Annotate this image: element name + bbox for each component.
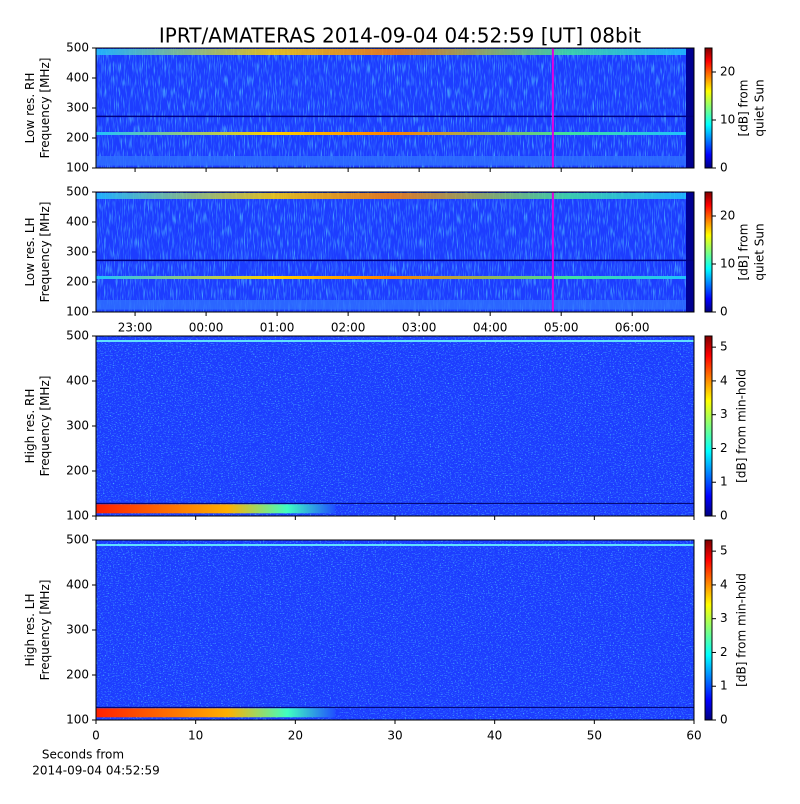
spectrogram-noise [96,336,694,516]
title: IPRT/AMATERAS 2014-09-04 04:52:59 [UT] 0… [159,24,641,48]
colorbar-label: [dB] from [737,224,751,281]
y-axis-label: Low res. RH [23,73,37,144]
dark-strip [686,192,694,312]
y-tick-label: 200 [66,131,89,145]
emission-band [96,49,686,55]
y-tick-label: 400 [66,71,89,85]
x-tick-label: 05:00 [544,321,579,335]
y-tick-label: 500 [66,185,89,199]
y-tick-label: 400 [66,374,89,388]
y-tick-label: 200 [66,668,89,682]
x-tick-label: 30 [387,729,402,743]
emission-band [96,193,686,199]
x-tick-label: 40 [487,729,502,743]
low-band [96,300,686,310]
colorbar [704,539,713,721]
dark-strip [686,48,694,168]
colorbar-label: [dB] from min-hold [735,369,749,483]
colorbar-tick-label: 2 [720,645,728,659]
y-tick-label: 400 [66,215,89,229]
y-axis-label: Frequency [MHz] [38,202,52,303]
colorbar-tick-label: 5 [720,544,728,558]
emission-band [96,276,686,279]
low-band [96,156,686,166]
colorbar-label: quiet Sun [753,79,767,136]
colorbar-tick-label: 10 [720,257,735,271]
y-tick-label: 100 [66,509,89,523]
colorbar-tick-label: 1 [720,679,728,693]
colorbar-tick-label: 10 [720,113,735,127]
colorbar-tick-label: 20 [720,65,735,79]
emission-band [96,132,686,135]
y-axis-label: Low res. LH [23,217,37,286]
y-tick-label: 300 [66,101,89,115]
hot-region [96,708,336,718]
hot-region [96,504,336,514]
y-axis-label: Frequency [MHz] [38,58,52,159]
colorbar-tick-label: 1 [720,475,728,489]
y-tick-label: 200 [66,464,89,478]
colorbar-tick-label: 4 [720,373,728,387]
y-axis-label: Frequency [MHz] [38,376,52,477]
spectrogram-noise [96,48,694,168]
colorbar-tick-label: 5 [720,340,728,354]
y-tick-label: 300 [66,623,89,637]
colorbar-label: [dB] from [737,80,751,137]
colorbar-tick-label: 0 [720,305,728,319]
y-tick-label: 500 [66,533,89,547]
x-tick-label: 06:00 [615,321,650,335]
y-axis-label: High res. RH [23,389,37,464]
colorbar-tick-label: 0 [720,509,728,523]
y-tick-label: 100 [66,161,89,175]
y-tick-label: 500 [66,41,89,55]
colorbar-tick-label: 0 [720,161,728,175]
x-tick-label: 04:00 [473,321,508,335]
x-tick-label: 00:00 [189,321,224,335]
spectrogram-noise [96,540,694,720]
x-tick-label: 20 [288,729,303,743]
colorbar-tick-label: 4 [720,577,728,591]
colorbar-label: [dB] from min-hold [735,573,749,687]
x-tick-label: 02:00 [331,321,366,335]
y-tick-label: 300 [66,419,89,433]
y-tick-label: 300 [66,245,89,259]
colorbar [704,47,713,169]
colorbar-tick-label: 3 [720,407,728,421]
x-tick-label: 10 [188,729,203,743]
x-axis-label: Seconds from [42,748,124,762]
y-tick-label: 100 [66,713,89,727]
y-axis-label: Frequency [MHz] [38,580,52,681]
colorbar-tick-label: 20 [720,209,735,223]
colorbar-tick-label: 0 [720,713,728,727]
colorbar [704,191,713,313]
colorbar-tick-label: 2 [720,441,728,455]
x-axis-label: 2014-09-04 04:52:59 [32,764,159,778]
spectrogram-noise [96,192,694,312]
x-tick-label: 50 [587,729,602,743]
x-tick-label: 01:00 [260,321,295,335]
y-tick-label: 400 [66,578,89,592]
colorbar-label: quiet Sun [753,223,767,280]
x-tick-label: 03:00 [402,321,437,335]
colorbar-tick-label: 3 [720,611,728,625]
y-tick-label: 100 [66,305,89,319]
x-tick-label: 0 [92,729,100,743]
colorbar [704,335,713,517]
x-tick-label: 60 [686,729,701,743]
y-tick-label: 500 [66,329,89,343]
y-axis-label: High res. LH [23,593,37,666]
x-tick-label: 23:00 [118,321,153,335]
y-tick-label: 200 [66,275,89,289]
